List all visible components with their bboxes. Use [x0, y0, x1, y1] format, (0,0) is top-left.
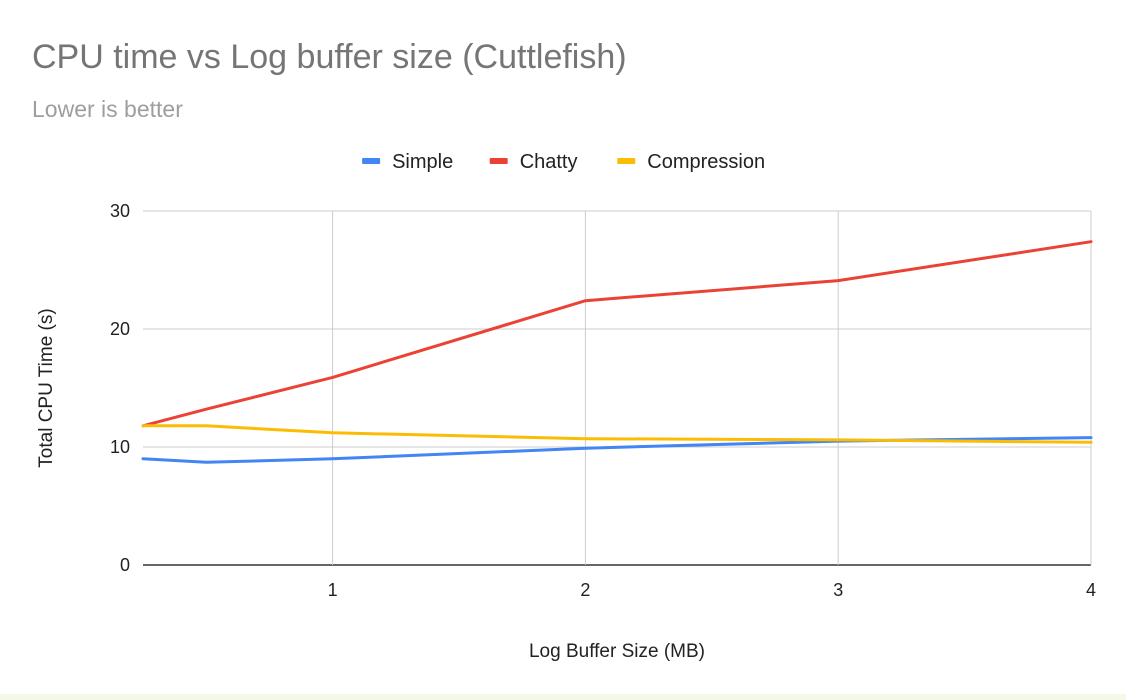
y-axis-title: Total CPU Time (s)	[36, 308, 57, 467]
chart-subtitle: Lower is better	[32, 96, 183, 122]
gridlines	[143, 210, 1092, 566]
chart-title: CPU time vs Log buffer size (Cuttlefish)	[32, 38, 627, 76]
legend-label-chatty: Chatty	[520, 151, 578, 173]
x-tick-label: 4	[1086, 580, 1096, 600]
y-tick-label: 30	[110, 201, 130, 221]
x-tick-label: 2	[580, 580, 590, 600]
y-tick-label: 0	[120, 555, 130, 575]
x-tick-label: 1	[328, 580, 338, 600]
legend-swatch-simple	[362, 158, 381, 164]
tick-labels: 0 10 20 30 1 2 3 4	[110, 201, 1096, 600]
series-line-chatty	[141, 240, 1093, 428]
y-tick-label: 20	[110, 319, 130, 339]
y-tick-label: 10	[110, 437, 130, 457]
series-lines	[141, 240, 1093, 464]
legend-label-simple: Simple	[392, 151, 453, 173]
legend-swatch-compression	[617, 158, 636, 164]
legend: Simple Chatty Compression	[362, 151, 765, 173]
legend-label-compression: Compression	[647, 151, 765, 173]
x-axis-title: Log Buffer Size (MB)	[529, 641, 705, 662]
legend-swatch-chatty	[489, 158, 508, 164]
series-line-compression	[141, 424, 1093, 444]
x-tick-label: 3	[833, 580, 843, 600]
